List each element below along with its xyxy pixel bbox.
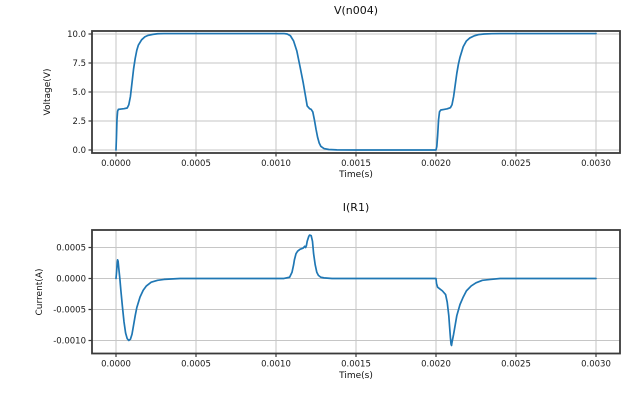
current-x-axis-label: Time(s) [339, 371, 373, 381]
x-tick-label: 0.0015 [341, 360, 371, 370]
y-tick-label: 0.0005 [56, 244, 86, 254]
series-line [115, 32, 597, 151]
y-tick-label: -0.0010 [53, 337, 86, 347]
y-tick-label: 7.5 [72, 59, 86, 69]
y-tick-label: 0.0000 [56, 275, 86, 285]
current-chart-title: I(R1) [342, 201, 370, 214]
series-line [115, 234, 597, 347]
x-tick-label: 0.0000 [101, 159, 131, 169]
voltage-x-axis-label: Time(s) [339, 170, 373, 180]
y-tick-label: 5.0 [72, 88, 86, 98]
x-tick-label: 0.0010 [261, 360, 291, 370]
current-y-axis-label: Current(A) [35, 268, 45, 316]
x-tick-label: 0.0030 [581, 159, 611, 169]
x-tick-label: 0.0025 [501, 360, 531, 370]
y-tick-label: 0.0 [72, 146, 86, 156]
x-tick-label: 0.0025 [501, 159, 531, 169]
x-tick-label: 0.0010 [261, 159, 291, 169]
voltage-y-axis-label: Voltage(V) [43, 68, 53, 116]
x-tick-label: 0.0000 [101, 360, 131, 370]
x-tick-label: 0.0020 [421, 159, 451, 169]
voltage-chart-title: V(n004) [333, 4, 379, 17]
x-tick-label: 0.0020 [421, 360, 451, 370]
y-tick-label: -0.0005 [53, 306, 86, 316]
y-tick-label: 10.0 [67, 30, 86, 40]
x-tick-label: 0.0005 [181, 159, 211, 169]
y-tick-label: 2.5 [72, 117, 86, 127]
x-tick-label: 0.0015 [341, 159, 371, 169]
x-tick-label: 0.0005 [181, 360, 211, 370]
x-tick-label: 0.0030 [581, 360, 611, 370]
